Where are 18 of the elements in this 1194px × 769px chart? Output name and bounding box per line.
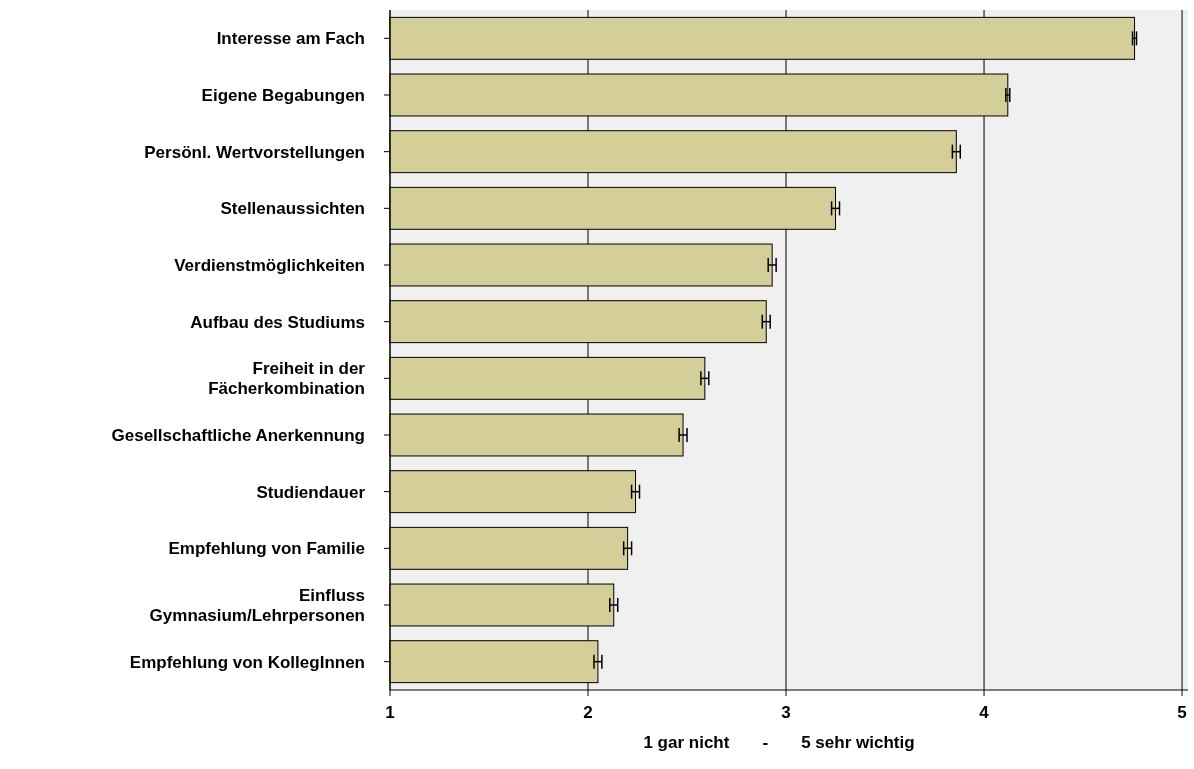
x-tick-label: 4 bbox=[979, 703, 990, 722]
y-tick-label: Einfluss Gymnasium/Lehrpersonen bbox=[149, 586, 365, 625]
x-tick-label: 3 bbox=[781, 703, 791, 722]
y-tick-label: Studiendauer bbox=[256, 482, 366, 502]
x-tick-label: 1 bbox=[385, 703, 395, 722]
y-tick-label: Empfehlung von KollegInnen bbox=[129, 652, 365, 672]
y-tick-label: Empfehlung von Familie bbox=[168, 539, 365, 559]
x-tick-label: 5 bbox=[1177, 703, 1187, 722]
y-tick-label: Aufbau des Studiums bbox=[190, 312, 365, 332]
x-tick-label: 2 bbox=[583, 703, 593, 722]
y-tick-label: Eigene Begabungen bbox=[201, 86, 365, 105]
y-tick-label: Persönl. Wertvorstellungen bbox=[144, 142, 365, 162]
y-tick-label: Interesse am Fach bbox=[216, 29, 365, 49]
x-axis-title: 1 gar nicht - 5 sehr wichtig bbox=[643, 733, 915, 752]
y-tick-label: Stellenaussichten bbox=[220, 199, 365, 219]
y-tick-label: Verdienstmöglichkeiten bbox=[174, 256, 365, 275]
y-tick-label: Freiheit in der Fächerkombination bbox=[208, 359, 366, 399]
y-tick-label: Gesellschaftliche Anerkennung bbox=[111, 426, 365, 445]
